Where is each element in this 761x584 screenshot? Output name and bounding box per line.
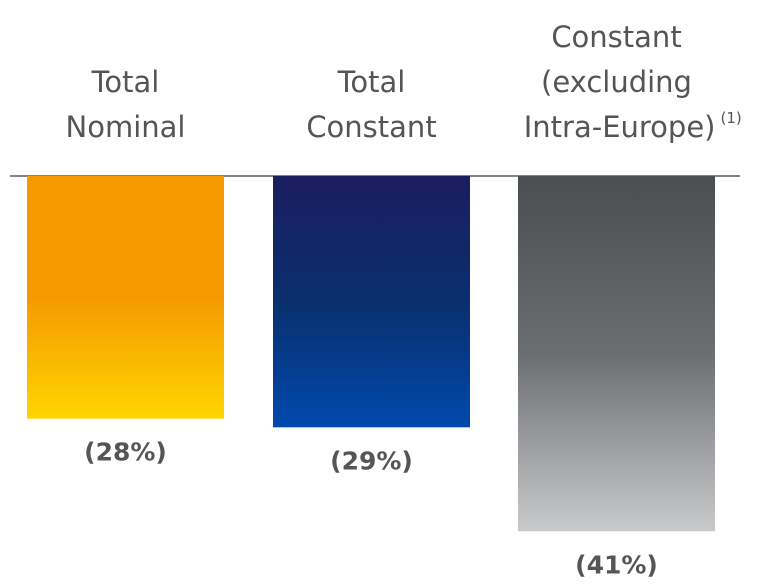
bar-2 bbox=[273, 176, 470, 428]
category-label-3-line-3: Intra-Europe) bbox=[524, 110, 716, 144]
category-label-3-line-1: Constant bbox=[551, 20, 681, 54]
category-label-1-line-1: Total bbox=[91, 65, 160, 99]
bar-1 bbox=[27, 176, 224, 419]
bar-3 bbox=[518, 176, 715, 532]
footnote-marker: (1) bbox=[721, 109, 742, 127]
value-label-3: (41%) bbox=[575, 550, 658, 579]
value-label-1: (28%) bbox=[84, 438, 167, 467]
category-label-2-line-2: Constant bbox=[306, 110, 436, 144]
category-label-2-line-1: Total bbox=[337, 65, 406, 99]
category-label-1-line-2: Nominal bbox=[66, 110, 186, 144]
value-label-2: (29%) bbox=[330, 446, 413, 475]
category-label-3-line-2: (excluding bbox=[541, 65, 692, 99]
